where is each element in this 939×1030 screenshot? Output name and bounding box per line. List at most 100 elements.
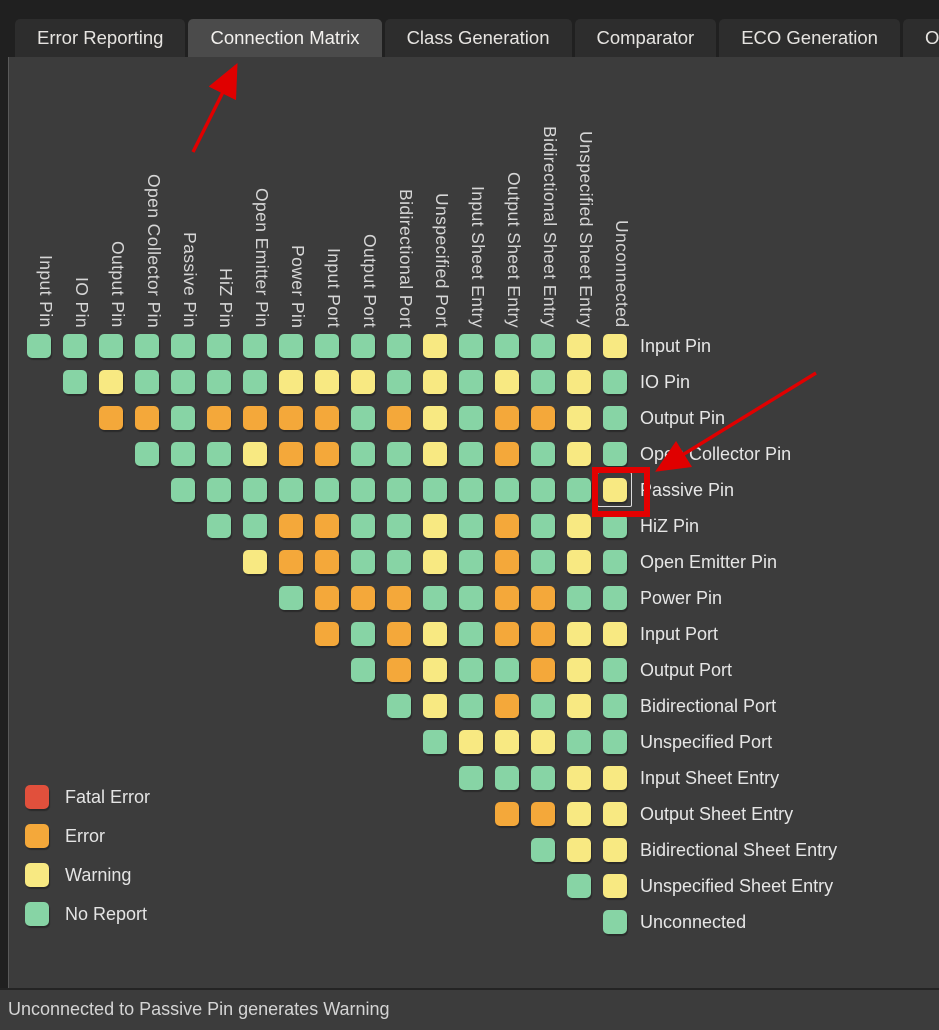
matrix-cell[interactable] — [603, 586, 627, 610]
matrix-cell[interactable] — [387, 550, 411, 574]
matrix-cell[interactable] — [459, 622, 483, 646]
matrix-cell[interactable] — [495, 370, 519, 394]
matrix-cell[interactable] — [315, 586, 339, 610]
matrix-cell[interactable] — [315, 370, 339, 394]
matrix-cell[interactable] — [207, 370, 231, 394]
matrix-cell[interactable] — [603, 442, 627, 466]
matrix-cell[interactable] — [459, 514, 483, 538]
matrix-cell[interactable] — [207, 478, 231, 502]
tab-comparator[interactable]: Comparator — [574, 19, 717, 57]
matrix-cell[interactable] — [459, 334, 483, 358]
matrix-cell[interactable] — [171, 334, 195, 358]
matrix-cell[interactable] — [207, 514, 231, 538]
matrix-cell[interactable] — [603, 694, 627, 718]
matrix-cell[interactable] — [603, 478, 627, 502]
matrix-cell[interactable] — [387, 334, 411, 358]
matrix-cell[interactable] — [459, 766, 483, 790]
matrix-cell[interactable] — [279, 478, 303, 502]
matrix-cell[interactable] — [567, 730, 591, 754]
matrix-cell[interactable] — [207, 334, 231, 358]
matrix-cell[interactable] — [495, 550, 519, 574]
matrix-cell[interactable] — [423, 478, 447, 502]
matrix-cell[interactable] — [279, 550, 303, 574]
matrix-cell[interactable] — [279, 370, 303, 394]
matrix-cell[interactable] — [243, 370, 267, 394]
tab-error-reporting[interactable]: Error Reporting — [15, 19, 186, 57]
matrix-cell[interactable] — [423, 586, 447, 610]
matrix-cell[interactable] — [243, 334, 267, 358]
matrix-cell[interactable] — [387, 658, 411, 682]
matrix-cell[interactable] — [423, 730, 447, 754]
matrix-cell[interactable] — [387, 586, 411, 610]
matrix-cell[interactable] — [567, 586, 591, 610]
matrix-cell[interactable] — [423, 370, 447, 394]
matrix-cell[interactable] — [351, 586, 375, 610]
matrix-cell[interactable] — [243, 406, 267, 430]
matrix-cell[interactable] — [495, 622, 519, 646]
matrix-cell[interactable] — [135, 442, 159, 466]
matrix-cell[interactable] — [423, 442, 447, 466]
matrix-cell[interactable] — [423, 334, 447, 358]
matrix-cell[interactable] — [567, 514, 591, 538]
matrix-cell[interactable] — [351, 442, 375, 466]
matrix-cell[interactable] — [387, 442, 411, 466]
matrix-cell[interactable] — [243, 550, 267, 574]
matrix-cell[interactable] — [603, 406, 627, 430]
matrix-cell[interactable] — [171, 478, 195, 502]
matrix-cell[interactable] — [495, 658, 519, 682]
tab-eco-generation[interactable]: ECO Generation — [719, 19, 900, 57]
matrix-cell[interactable] — [315, 514, 339, 538]
matrix-cell[interactable] — [603, 514, 627, 538]
matrix-cell[interactable] — [531, 586, 555, 610]
matrix-cell[interactable] — [459, 442, 483, 466]
matrix-cell[interactable] — [459, 406, 483, 430]
matrix-cell[interactable] — [495, 694, 519, 718]
matrix-cell[interactable] — [567, 334, 591, 358]
matrix-cell[interactable] — [495, 442, 519, 466]
tab-connection-matrix[interactable]: Connection Matrix — [188, 19, 382, 57]
matrix-cell[interactable] — [63, 334, 87, 358]
tab-opt[interactable]: Opt — [902, 19, 939, 57]
matrix-cell[interactable] — [567, 406, 591, 430]
matrix-cell[interactable] — [459, 586, 483, 610]
matrix-cell[interactable] — [567, 766, 591, 790]
matrix-cell[interactable] — [423, 514, 447, 538]
matrix-cell[interactable] — [495, 586, 519, 610]
matrix-cell[interactable] — [315, 622, 339, 646]
matrix-cell[interactable] — [387, 370, 411, 394]
matrix-cell[interactable] — [423, 550, 447, 574]
matrix-cell[interactable] — [279, 334, 303, 358]
matrix-cell[interactable] — [279, 586, 303, 610]
matrix-cell[interactable] — [531, 514, 555, 538]
matrix-cell[interactable] — [567, 442, 591, 466]
matrix-cell[interactable] — [531, 658, 555, 682]
matrix-cell[interactable] — [603, 802, 627, 826]
matrix-cell[interactable] — [351, 406, 375, 430]
matrix-cell[interactable] — [387, 514, 411, 538]
matrix-cell[interactable] — [603, 622, 627, 646]
matrix-cell[interactable] — [495, 478, 519, 502]
matrix-cell[interactable] — [531, 838, 555, 862]
matrix-cell[interactable] — [567, 694, 591, 718]
matrix-cell[interactable] — [531, 766, 555, 790]
matrix-cell[interactable] — [243, 514, 267, 538]
matrix-cell[interactable] — [315, 334, 339, 358]
matrix-cell[interactable] — [135, 406, 159, 430]
matrix-cell[interactable] — [495, 406, 519, 430]
matrix-cell[interactable] — [531, 334, 555, 358]
tab-class-generation[interactable]: Class Generation — [384, 19, 572, 57]
matrix-cell[interactable] — [351, 514, 375, 538]
matrix-cell[interactable] — [567, 802, 591, 826]
matrix-cell[interactable] — [603, 550, 627, 574]
matrix-cell[interactable] — [387, 406, 411, 430]
matrix-cell[interactable] — [171, 442, 195, 466]
matrix-cell[interactable] — [135, 370, 159, 394]
matrix-cell[interactable] — [135, 334, 159, 358]
matrix-cell[interactable] — [567, 370, 591, 394]
matrix-cell[interactable] — [351, 658, 375, 682]
matrix-cell[interactable] — [207, 406, 231, 430]
matrix-cell[interactable] — [495, 334, 519, 358]
matrix-cell[interactable] — [603, 370, 627, 394]
matrix-cell[interactable] — [531, 694, 555, 718]
matrix-cell[interactable] — [531, 442, 555, 466]
